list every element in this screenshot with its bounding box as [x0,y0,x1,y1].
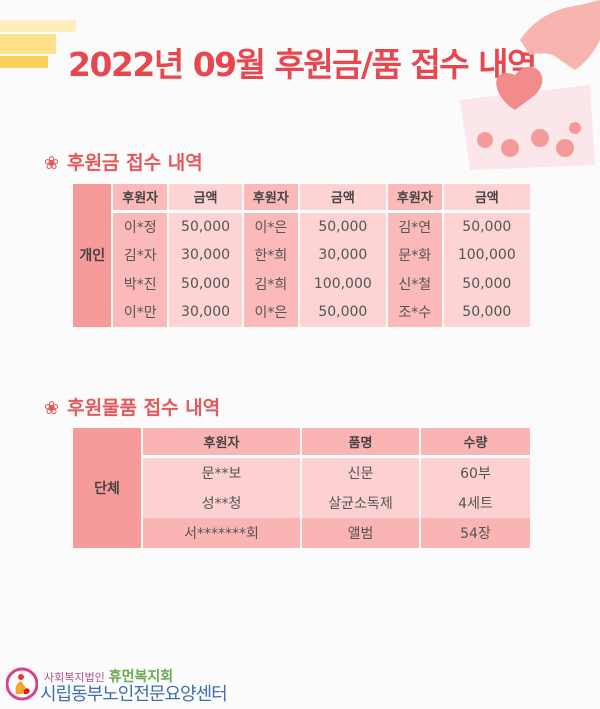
decor-bar [0,56,48,68]
amount-cell: 50,000 [299,298,387,327]
amount-cell: 50,000 [443,269,530,298]
column-header: 금액 [443,184,530,213]
quantity-cell: 60부 [421,458,530,488]
amount-cell: 50,000 [443,212,530,241]
group-cell: 단체 [73,428,141,548]
donor-cell: 김*희 [244,269,298,298]
amount-cell: 30,000 [168,298,243,327]
logo-line2: 시립동부노인전문요양센터 [40,684,228,705]
donor-cell: 신*철 [388,269,442,298]
item-cell: 살균소독제 [302,488,419,518]
donor-cell: 이*은 [244,212,298,241]
donor-cell: 서*******회 [143,518,300,548]
table-row: 박*진 50,000 김*희 100,000 신*철 50,000 [73,269,530,298]
item-cell: 신문 [302,458,419,488]
amount-cell: 30,000 [299,241,387,270]
amount-cell: 50,000 [299,212,387,241]
donor-cell: 한*희 [244,241,298,270]
organization-logo: 사회복지법인 휴먼복지회 시립동부노인전문요양센터 [6,664,246,705]
flower-icon: ❀ [44,398,60,419]
item-cell: 앨범 [302,518,419,548]
donor-cell: 문*화 [388,241,442,270]
section-heading-text: 후원물품 접수 내역 [67,397,221,419]
table-row: 서*******회 앨범 54장 [73,518,530,548]
donor-cell: 이*만 [113,298,167,327]
decor-bar [0,34,56,54]
column-header: 수량 [421,428,530,458]
donor-cell: 이*은 [244,298,298,327]
logo-emblem-icon [6,667,38,701]
amount-cell: 50,000 [168,212,243,241]
table-header-row: 개인 후원자 금액 후원자 금액 후원자 금액 [73,184,530,327]
logo-line1: 사회복지법인 휴먼복지회 [44,666,173,686]
donor-cell: 성**청 [143,488,300,518]
column-header: 품명 [302,428,419,458]
column-header: 금액 [299,184,387,213]
amount-cell: 100,000 [443,241,530,270]
column-header: 후원자 [388,184,442,213]
donor-cell: 조*수 [388,298,442,327]
donor-cell: 김*연 [388,212,442,241]
section-heading-text: 후원금 접수 내역 [67,152,203,174]
logo-org-type: 사회복지법인 [44,671,105,684]
donor-cell: 박*진 [113,269,167,298]
donor-cell: 이*정 [113,212,167,241]
column-header: 후원자 [113,184,167,213]
page-title: 2022년 09월 후원금/품 접수 내역 [68,45,537,84]
table-header-row: 단체 후원자 품명 수량 [73,428,530,548]
amount-cell: 30,000 [168,241,243,270]
column-header: 후원자 [244,184,298,213]
quantity-cell: 54장 [421,518,530,548]
donation-goods-table: 단체 후원자 품명 수량 문**보 신문 60부 성**청 살균소독제 4세트 서***… [71,428,532,548]
quantity-cell: 4세트 [421,488,530,518]
heart-donation-illustration [460,0,600,170]
amount-cell: 50,000 [168,269,243,298]
column-header: 금액 [168,184,243,213]
group-cell: 개인 [73,184,112,327]
table-row: 문**보 신문 60부 [73,458,530,488]
section-heading-goods: ❀ 후원물품 접수 내역 [44,393,220,420]
column-header: 후원자 [143,428,300,458]
donation-money-table: 개인 후원자 금액 후원자 금액 후원자 금액 이*정 50,000 이*은 50,… [71,184,532,327]
table-row: 김*자 30,000 한*희 30,000 문*화 100,000 [73,241,530,270]
section-heading-donations: ❀ 후원금 접수 내역 [44,148,203,175]
table-row: 이*만 30,000 이*은 50,000 조*수 50,000 [73,298,530,327]
donor-cell: 김*자 [113,241,167,270]
amount-cell: 50,000 [443,298,530,327]
table-row: 이*정 50,000 이*은 50,000 김*연 50,000 [73,212,530,241]
amount-cell: 100,000 [299,269,387,298]
donor-cell: 문**보 [143,458,300,488]
flower-icon: ❀ [44,153,60,174]
decor-bar [0,20,76,32]
table-row: 성**청 살균소독제 4세트 [73,488,530,518]
logo-brand: 휴먼복지회 [108,669,174,685]
